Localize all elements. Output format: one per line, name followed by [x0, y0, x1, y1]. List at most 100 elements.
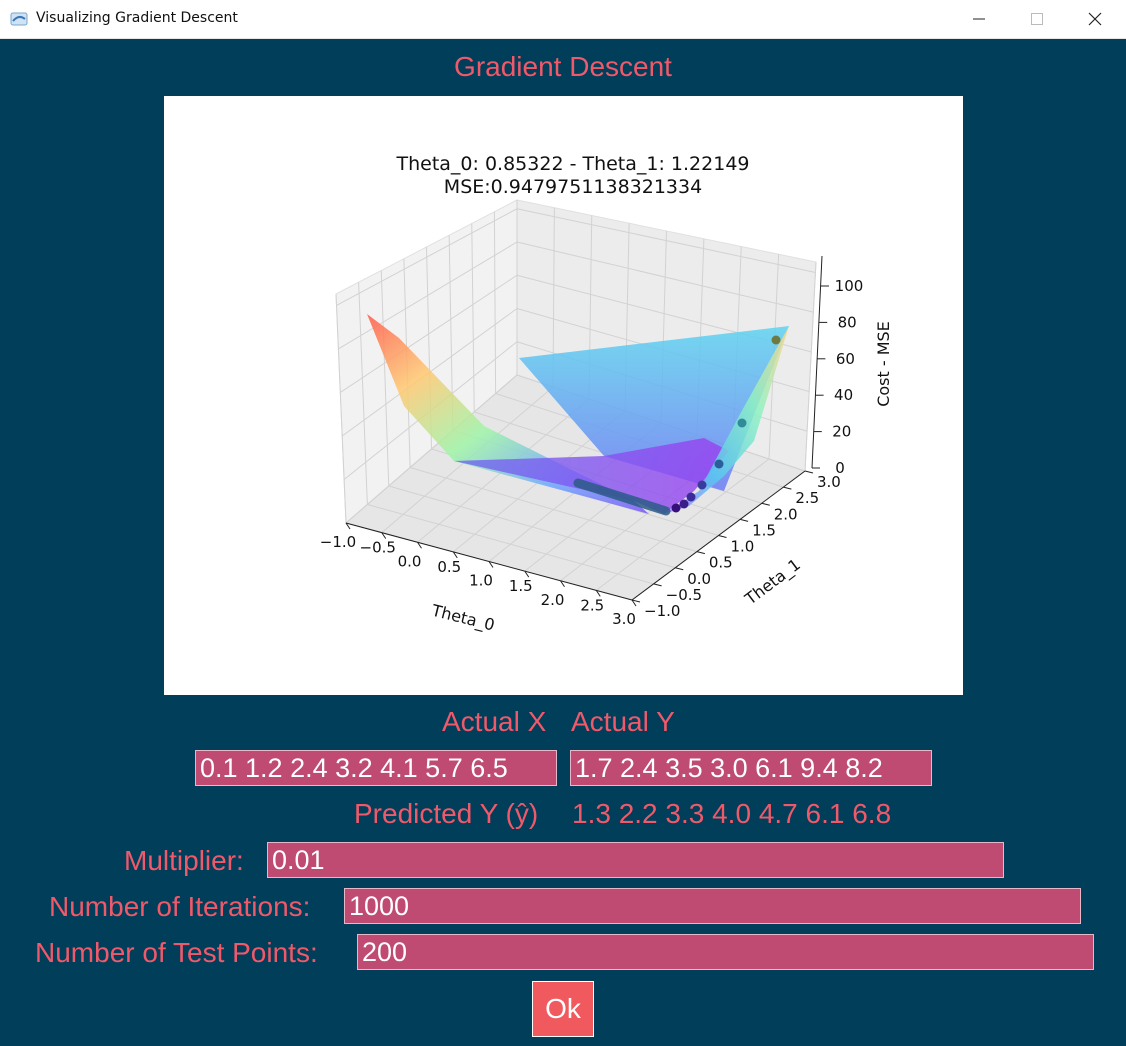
- x-axis-label: Theta_0: [429, 600, 497, 635]
- actual-x-input[interactable]: 0.1 1.2 2.4 3.2 4.1 5.7 6.5: [195, 750, 557, 786]
- close-button[interactable]: [1066, 0, 1124, 38]
- test-points-input[interactable]: 200: [357, 934, 1094, 970]
- y-tick: [761, 502, 770, 506]
- y-tick-label: −1.0: [644, 602, 680, 620]
- y-tick-label: 3.0: [817, 473, 841, 491]
- z-tick-label: 100: [835, 277, 864, 295]
- x-tick-label: 1.5: [509, 577, 533, 595]
- gridline: [516, 241, 814, 313]
- iterations-label: Number of Iterations:: [49, 891, 311, 922]
- z-tick-label: 20: [832, 423, 851, 441]
- plot-title-line2: MSE:0.9479751138321334: [444, 176, 702, 198]
- z-tick-label: 0: [835, 459, 845, 477]
- gridline: [388, 485, 676, 569]
- main-panel: Gradient Descent: [0, 39, 1126, 1046]
- x-tick-label: −1.0: [320, 533, 356, 551]
- y-axis-label: Theta_1: [741, 555, 805, 610]
- plot-canvas: −1.0 −0.5 0.0 0.5 1.0 1.5 2.0 2.5 3.0 −1.0 −0.5 0.0…: [164, 96, 963, 695]
- predicted-y-label: Predicted Y (ŷ): [354, 798, 539, 829]
- ok-button[interactable]: Ok: [532, 981, 594, 1037]
- descent-path: [573, 335, 781, 516]
- x-tick: [488, 561, 494, 568]
- y-tick: [653, 583, 662, 587]
- multiplier-label: Multiplier:: [124, 845, 244, 876]
- y-tick-label: 1.5: [752, 521, 776, 539]
- multiplier-input[interactable]: 0.01: [267, 842, 1004, 878]
- descent-points: [671, 335, 781, 513]
- y-tick: [696, 551, 705, 555]
- descent-point: [671, 503, 681, 513]
- descent-point: [686, 492, 696, 502]
- x-tick: [452, 551, 458, 559]
- iterations-input[interactable]: 1000: [344, 888, 1081, 924]
- gridline: [409, 467, 698, 553]
- y-tick: [740, 518, 749, 522]
- x-tick: [345, 522, 351, 530]
- y-tick-label: 2.0: [774, 505, 798, 523]
- gridline: [471, 223, 475, 413]
- descent-path-band: [573, 478, 671, 516]
- x-tick: [524, 570, 530, 578]
- gridline: [335, 293, 347, 524]
- x-tick: [381, 532, 387, 539]
- y-tick-label: 0.5: [709, 554, 733, 572]
- gridline: [345, 374, 518, 524]
- y-tick-label: 1.0: [731, 538, 755, 556]
- descent-point: [679, 499, 689, 509]
- maximize-button[interactable]: [1008, 0, 1066, 38]
- surface-valley: [454, 438, 729, 514]
- x-tick: [631, 599, 637, 607]
- y-tick: [631, 599, 641, 603]
- gridline: [516, 208, 816, 273]
- x-tick-label: 3.0: [612, 610, 636, 628]
- descent-point: [697, 480, 707, 490]
- gridline: [336, 208, 518, 306]
- surface-left: [367, 314, 649, 514]
- app-icon: [10, 12, 28, 26]
- y-tick: [675, 567, 684, 571]
- descent-point: [714, 459, 724, 469]
- page-title: Gradient Descent: [454, 51, 672, 82]
- x-tick-label: 0.5: [437, 558, 461, 576]
- z-tick-label: 40: [834, 386, 853, 404]
- actual-y-label: Actual Y: [571, 706, 675, 737]
- gridline: [380, 270, 390, 487]
- surface-plot: −1.0 −0.50.0 0.51.0 1.52.0 2.53.0 −1.0−0.50.0…: [320, 153, 893, 636]
- z-tick-label: 80: [838, 313, 857, 331]
- y-tick-label: 0.0: [687, 570, 711, 588]
- cost-surface: [367, 314, 789, 514]
- actual-x-label: Actual X: [442, 706, 547, 737]
- gridline: [804, 261, 817, 472]
- title-bar: Visualizing Gradient Descent: [0, 0, 1126, 39]
- predicted-y-values: 1.3 2.2 3.3 4.0 4.7 6.1 6.8: [572, 798, 892, 829]
- y-tick: [718, 535, 727, 538]
- descent-point: [771, 335, 781, 345]
- window-title: Visualizing Gradient Descent: [36, 10, 238, 26]
- actual-y-input[interactable]: 1.7 2.4 3.5 3.0 6.1 9.4 8.2: [570, 750, 932, 786]
- x-tick-label: 1.0: [469, 572, 493, 590]
- plot-title-line1: Theta_0: 0.85322 - Theta_1: 1.22149: [396, 153, 750, 175]
- minimize-icon: [973, 18, 985, 20]
- minimize-button[interactable]: [950, 0, 1008, 38]
- y-tick-label: −0.5: [666, 586, 702, 604]
- x-tick-label: 2.0: [541, 591, 565, 609]
- gridline: [340, 274, 518, 393]
- axis-ticks: −1.0 −0.50.0 0.51.0 1.52.0 2.53.0 −1.0−0.50.0…: [320, 277, 864, 628]
- x-tick: [560, 580, 565, 588]
- y-tick: [804, 470, 814, 474]
- descent-point: [737, 418, 747, 428]
- z-axis-line: [811, 255, 823, 469]
- x-tick: [417, 541, 422, 549]
- x-tick: [595, 590, 601, 597]
- y-tick: [783, 486, 792, 490]
- gridline: [493, 211, 497, 394]
- z-axis-label: Cost - MSE: [874, 321, 893, 407]
- x-tick-label: 0.0: [398, 552, 422, 570]
- test-points-label: Number of Test Points:: [35, 937, 318, 968]
- x-tick-label: 2.5: [580, 596, 604, 614]
- y-tick-label: 2.5: [795, 489, 819, 507]
- z-tick-label: 60: [836, 350, 855, 368]
- gridline: [358, 282, 368, 505]
- gridline: [338, 241, 518, 350]
- gridline: [367, 504, 654, 585]
